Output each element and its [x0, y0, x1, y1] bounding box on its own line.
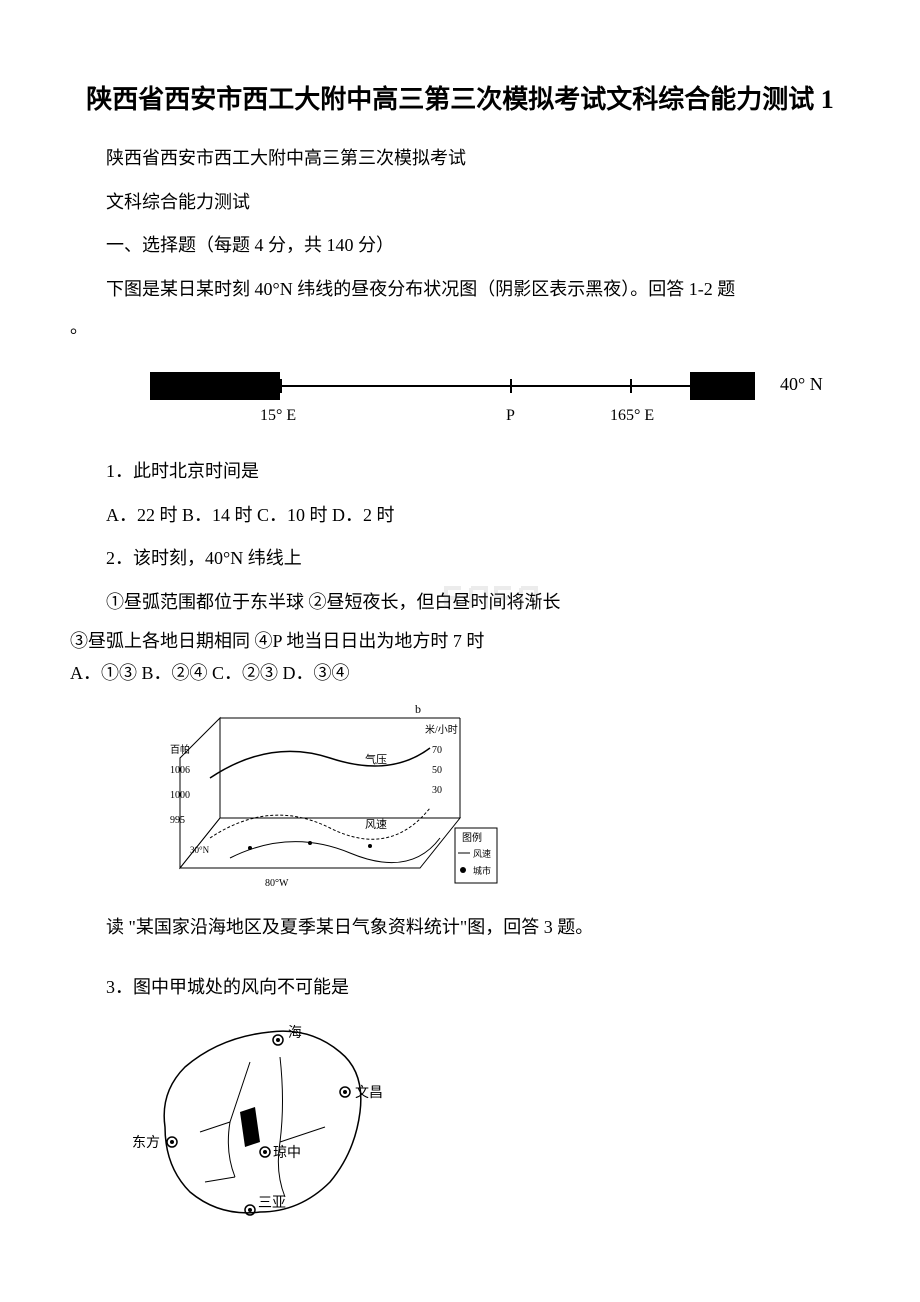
- r50: 50: [432, 765, 442, 776]
- city-haikou: 海: [288, 1025, 302, 1041]
- intro-2: 读 "某国家沿海地区及夏季某日气象资料统计"图，回答 3 题。: [70, 908, 850, 948]
- bottom-80w: 80°W: [265, 878, 289, 889]
- section-header: 一、选择题（每题 4 分，共 140 分）: [70, 226, 850, 266]
- subtitle-1: 陕西省西安市西工大附中高三第三次模拟考试: [70, 139, 850, 179]
- city-wenchang: 文昌: [355, 1085, 383, 1101]
- city-dongfang: 东方: [132, 1135, 160, 1151]
- intro-1: 下图是某日某时刻 40°N 纬线的昼夜分布状况图（阴影区表示黑夜）。回答 1-2…: [70, 270, 850, 310]
- legend-city: 城市: [473, 865, 491, 876]
- tick-15e: 15° E: [260, 407, 296, 425]
- y-label-top: 百帕: [170, 743, 190, 756]
- question-2-line-2: ③昼弧上各地日期相同 ④P 地当日日出为地方时 7 时: [70, 627, 850, 656]
- tick-165e: 165° E: [610, 407, 654, 425]
- b-label: b: [415, 702, 421, 716]
- y-1000: 1000: [170, 790, 190, 801]
- subtitle-2: 文科综合能力测试: [70, 183, 850, 223]
- diagram-latitude-timeline: 15° E P 165° E 40° N: [130, 352, 850, 442]
- diagram-weather-chart: 百帕 1006 1000 995 气压 风速 米/小时 70 50 30 b 图…: [170, 698, 500, 898]
- y-995: 995: [170, 815, 185, 826]
- legend-title: 图例: [462, 831, 482, 844]
- question-2-line-1: ①昼弧范围都位于东半球 ②昼短夜长，但白昼时间将渐长: [70, 583, 561, 623]
- qiya-label: 气压: [365, 752, 387, 766]
- diagram-hainan-map: 海 文昌 东方 琼中 三亚: [130, 1012, 410, 1232]
- lat-label: 40° N: [780, 374, 823, 395]
- y-1006: 1006: [170, 765, 190, 776]
- intro-1-end: 。: [70, 313, 850, 342]
- question-3: 3．图中甲城处的风向不可能是: [70, 968, 850, 1008]
- question-1: 1．此时北京时间是: [70, 452, 850, 492]
- city-sanya: 三亚: [258, 1196, 286, 1211]
- fengsu-label: 风速: [365, 818, 387, 831]
- mps-label: 米/小时: [425, 723, 458, 736]
- question-2-line-3: A．①③ B．②④ C．②③ D．③④: [70, 659, 850, 688]
- r30: 30: [432, 785, 442, 796]
- page-title: 陕西省西安市西工大附中高三第三次模拟考试文科综合能力测试 1: [86, 85, 834, 114]
- direction-30n: 30°N: [190, 845, 210, 855]
- tick-p: P: [506, 407, 515, 425]
- question-2: 2．该时刻，40°N 纬线上: [70, 539, 850, 579]
- question-1-options: A．22 时 B．14 时 C．10 时 D．2 时: [70, 496, 850, 536]
- legend-fengsu: 风速: [473, 849, 491, 859]
- city-qiongzhong: 琼中: [273, 1145, 301, 1161]
- r70: 70: [432, 745, 442, 756]
